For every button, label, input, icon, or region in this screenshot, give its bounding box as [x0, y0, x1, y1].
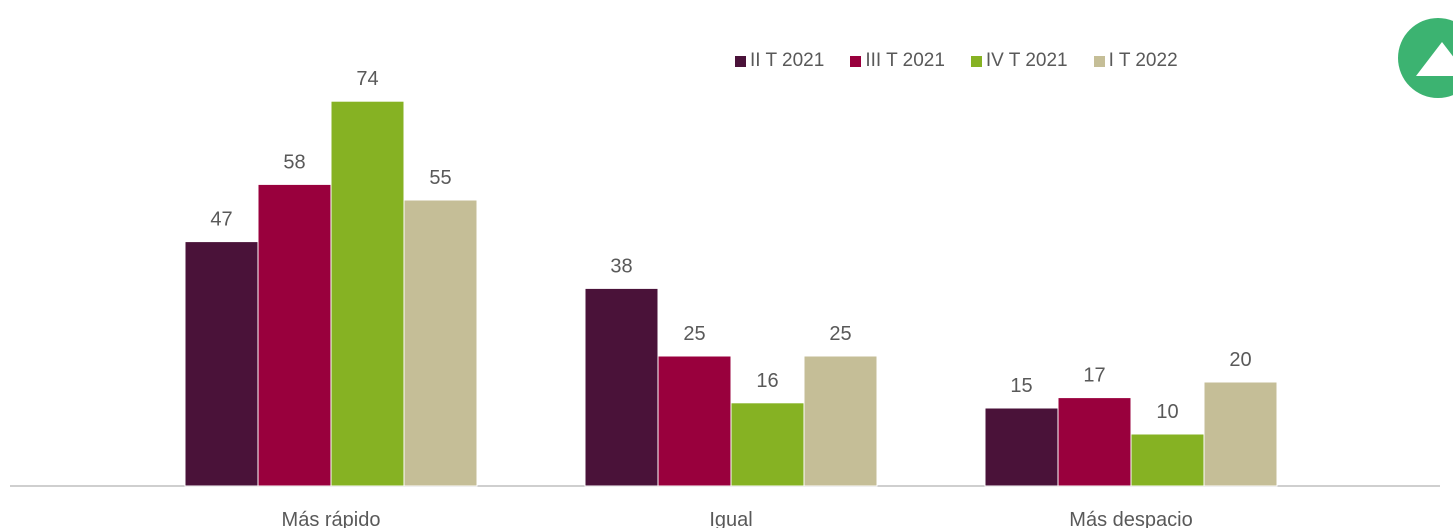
data-label: 10 — [1156, 401, 1178, 423]
legend-swatch — [735, 55, 746, 67]
bar — [257, 183, 332, 487]
data-label: 25 — [683, 323, 705, 345]
bar — [803, 355, 878, 487]
legend-swatch — [1093, 55, 1105, 67]
bar — [1203, 381, 1278, 487]
data-label: 55 — [429, 167, 451, 189]
data-label: 20 — [1229, 349, 1251, 371]
legend-item: III T 2021 — [850, 50, 945, 72]
legend-item: I T 2022 — [1093, 50, 1178, 72]
bar — [184, 241, 259, 487]
data-label: 15 — [1010, 375, 1032, 397]
data-label: 58 — [283, 151, 305, 173]
legend-item: IV T 2021 — [970, 50, 1068, 72]
bar — [584, 287, 659, 487]
bar — [984, 407, 1059, 487]
up-arrow-icon — [1416, 42, 1453, 76]
bar — [730, 402, 805, 487]
data-label: 25 — [829, 323, 851, 345]
bar — [330, 100, 405, 487]
category-label: Más despacio — [1069, 509, 1192, 528]
bar — [657, 355, 732, 487]
category-label: Igual — [709, 509, 752, 528]
data-label: 17 — [1083, 365, 1105, 387]
category-label: Más rápido — [282, 509, 381, 528]
data-label: 38 — [610, 255, 632, 277]
trend-badge — [1398, 18, 1453, 98]
legend-item: II T 2021 — [735, 50, 824, 72]
legend-label: II T 2021 — [750, 50, 825, 71]
data-label: 16 — [756, 370, 778, 392]
data-label: 74 — [356, 68, 378, 90]
legend-swatch — [970, 55, 982, 67]
legend-swatch — [850, 55, 862, 67]
legend-label: III T 2021 — [865, 50, 945, 71]
legend: II T 2021 III T 2021 IV T 2021 I T 2022 — [735, 50, 1178, 72]
legend-label: I T 2022 — [1108, 50, 1178, 71]
legend-label: IV T 2021 — [985, 50, 1068, 71]
data-label: 47 — [210, 209, 232, 231]
bar — [1130, 433, 1205, 487]
badge-circle — [1398, 18, 1453, 98]
bar — [403, 199, 478, 487]
bar — [1057, 397, 1132, 487]
